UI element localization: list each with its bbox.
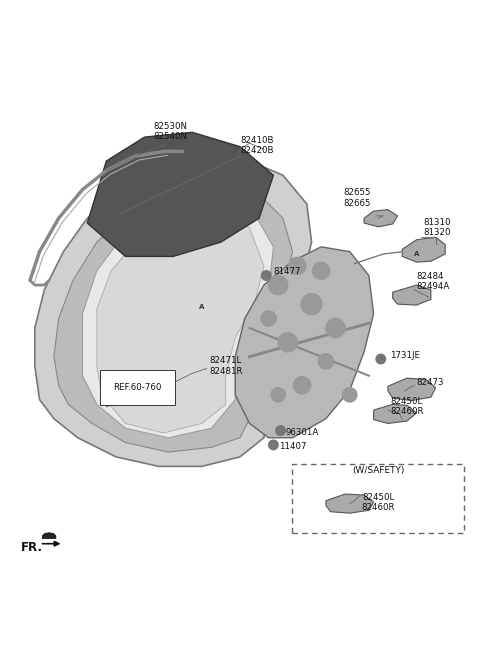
Polygon shape (364, 210, 397, 227)
Circle shape (261, 311, 276, 326)
Text: REF.60-760: REF.60-760 (113, 383, 162, 392)
Circle shape (276, 426, 285, 436)
Circle shape (326, 318, 345, 338)
Text: 82484
82494A: 82484 82494A (417, 272, 450, 291)
Polygon shape (388, 378, 436, 401)
Circle shape (269, 276, 288, 295)
Circle shape (271, 388, 285, 402)
Polygon shape (402, 237, 445, 262)
Circle shape (269, 440, 278, 450)
Polygon shape (54, 185, 292, 452)
Circle shape (312, 262, 330, 279)
Text: 81477: 81477 (274, 267, 301, 276)
Circle shape (288, 257, 306, 275)
Text: 82450L
82460R: 82450L 82460R (390, 397, 424, 417)
Text: 1731JE: 1731JE (390, 351, 420, 360)
Text: 82450L
82460R: 82450L 82460R (361, 493, 395, 512)
Text: 82410B
82420B: 82410B 82420B (240, 136, 274, 155)
Text: 96301A: 96301A (285, 428, 319, 436)
Circle shape (318, 354, 334, 369)
Text: A: A (414, 251, 419, 257)
Text: 82471L
82481R: 82471L 82481R (209, 356, 242, 376)
Text: FR.: FR. (21, 541, 42, 554)
Circle shape (301, 294, 322, 315)
Circle shape (343, 388, 357, 402)
Text: 82655
82665: 82655 82665 (344, 188, 371, 208)
Circle shape (376, 354, 385, 364)
Bar (292, 464, 464, 533)
Circle shape (293, 377, 311, 394)
Text: 81310
81320: 81310 81320 (424, 218, 451, 237)
Polygon shape (393, 285, 431, 305)
Text: (W/SAFETY): (W/SAFETY) (352, 466, 405, 475)
Circle shape (278, 333, 297, 352)
Text: 82530N
82540N: 82530N 82540N (154, 121, 188, 141)
Polygon shape (87, 133, 274, 256)
Circle shape (262, 271, 271, 280)
Polygon shape (373, 404, 417, 423)
Text: 82473: 82473 (417, 379, 444, 388)
Text: 11407: 11407 (279, 442, 307, 451)
Polygon shape (35, 156, 312, 466)
Polygon shape (83, 199, 274, 438)
Polygon shape (97, 213, 264, 433)
Text: A: A (199, 304, 204, 310)
Polygon shape (42, 532, 56, 539)
Polygon shape (326, 494, 373, 513)
Polygon shape (235, 247, 373, 438)
